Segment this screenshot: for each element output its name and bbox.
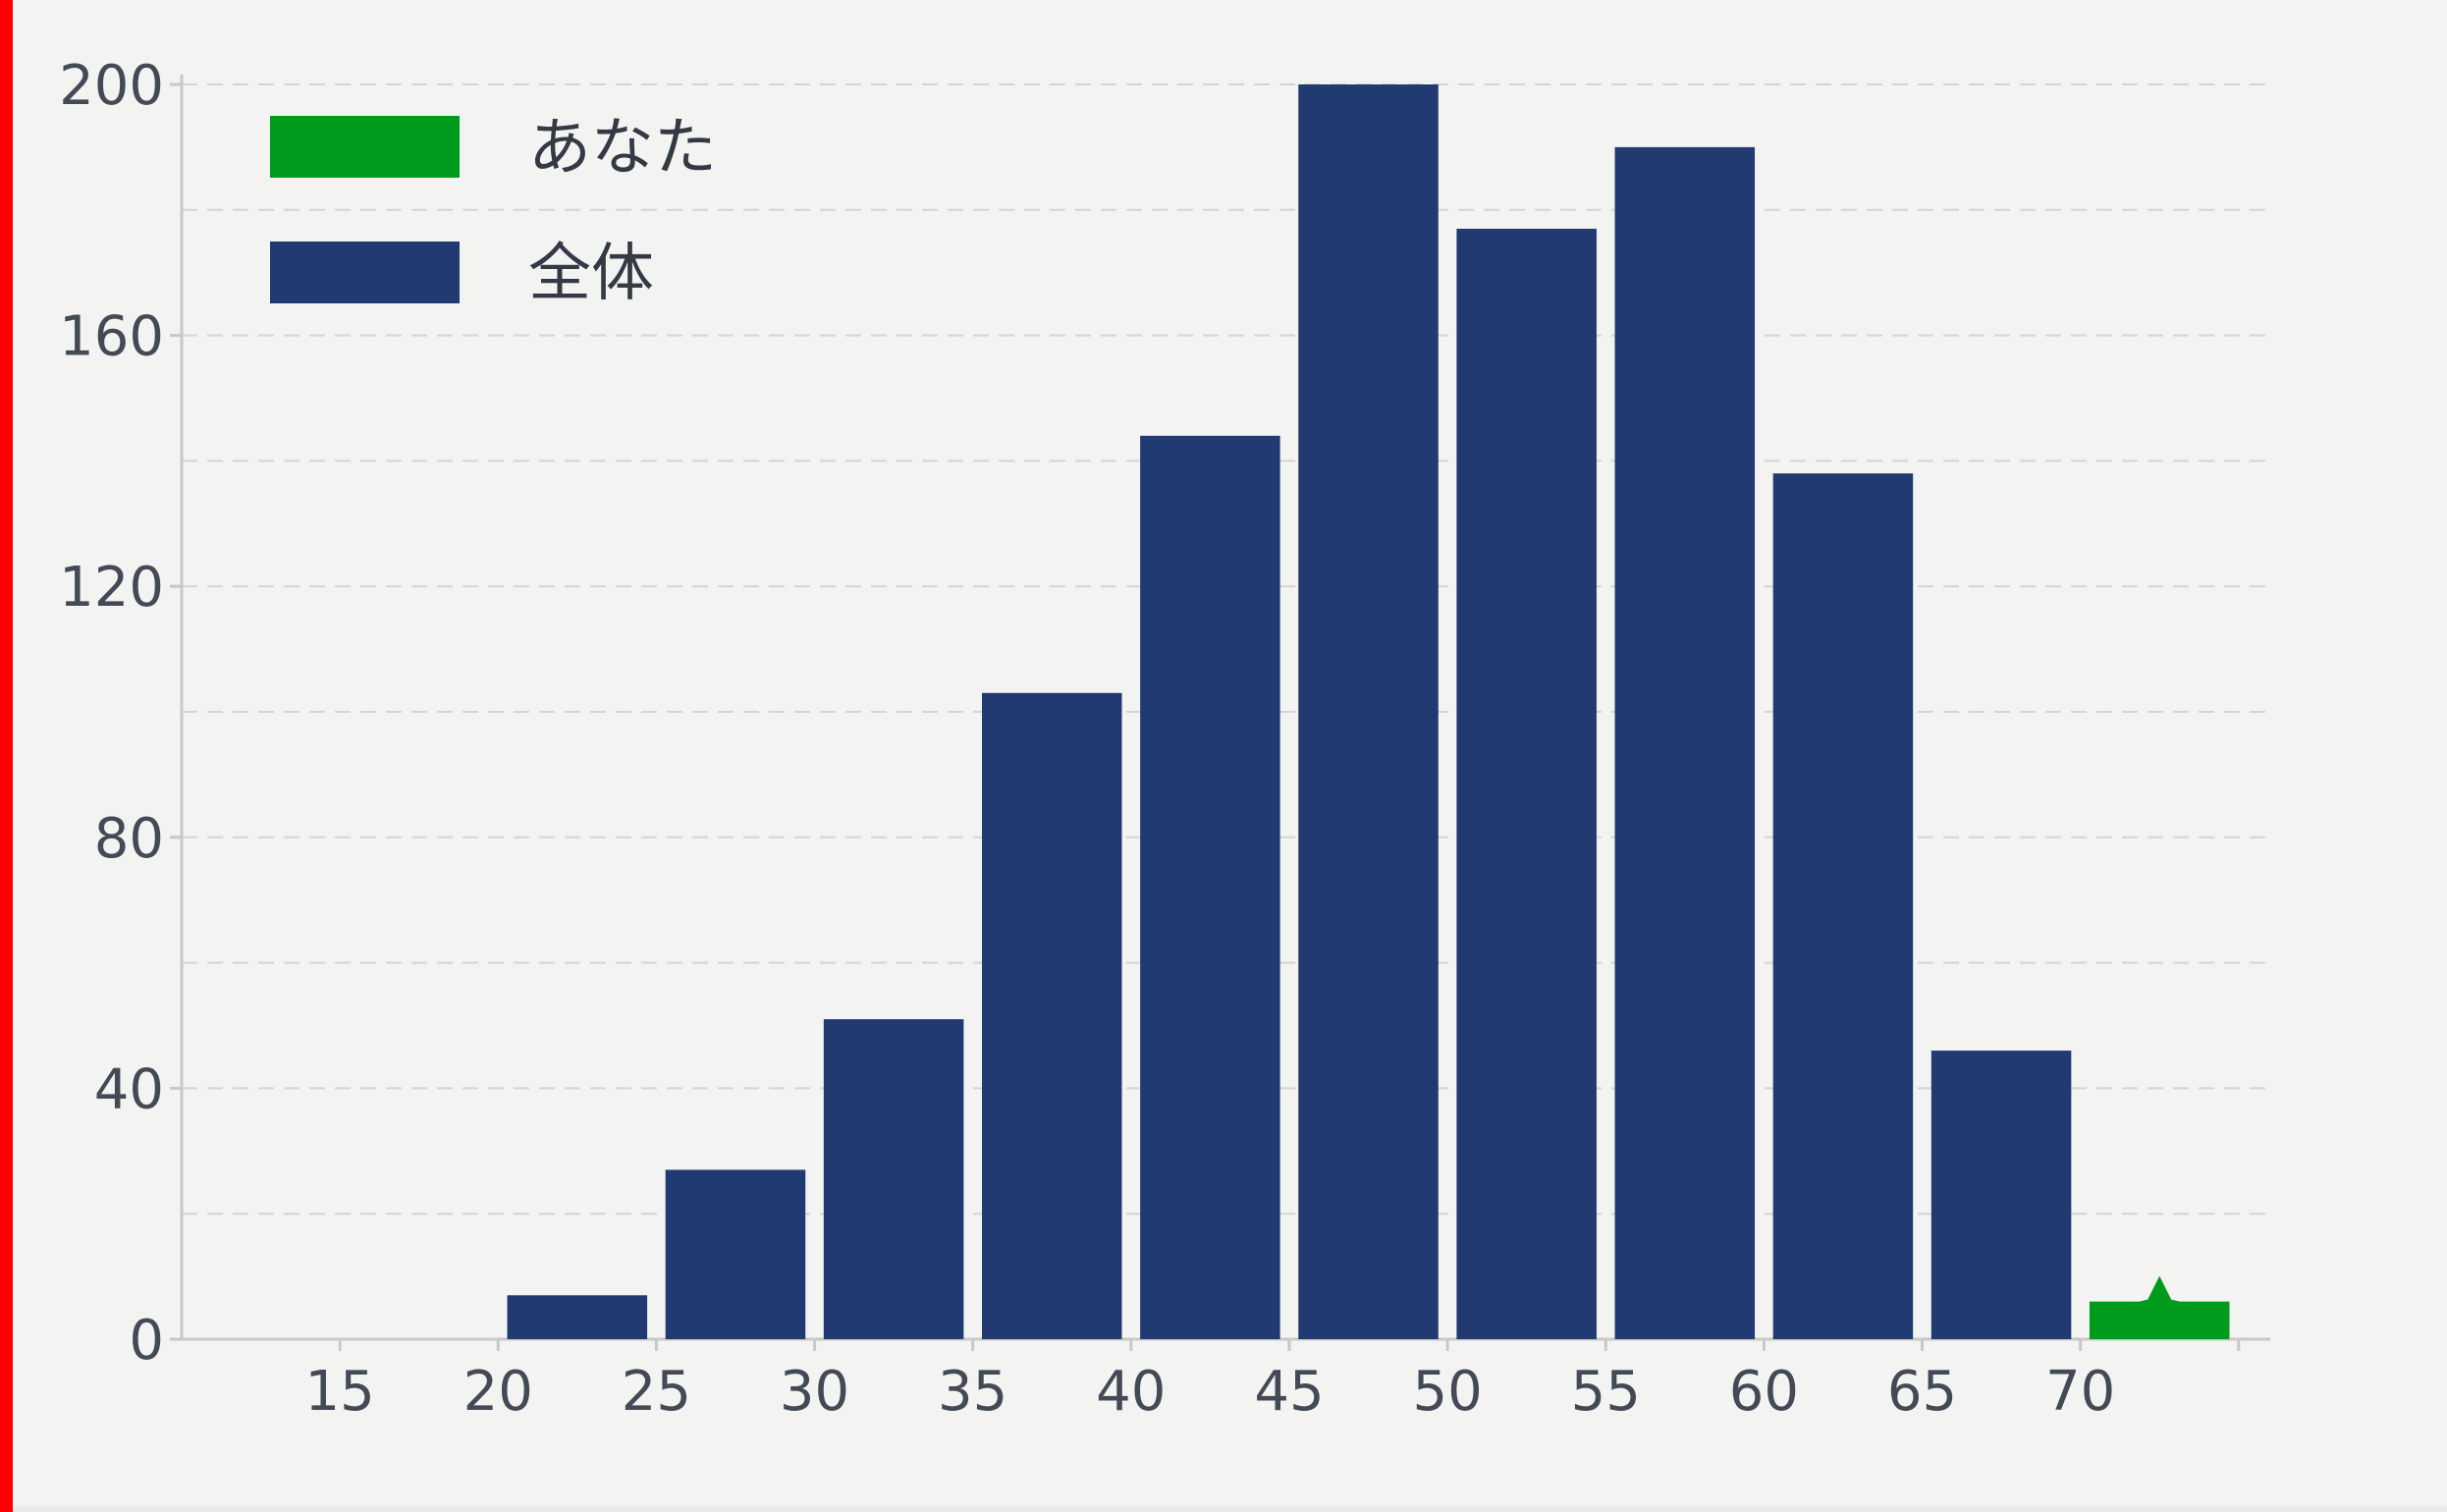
bar-all [1456,228,1597,1340]
x-tick-label: 65 [1887,1360,1957,1424]
x-tick-label: 35 [938,1360,1007,1424]
legend-label-all: 全体 [528,238,654,310]
x-tick-label: 20 [463,1360,533,1424]
bottom-border [13,1506,2447,1512]
bar-all [981,692,1122,1339]
bar-you [2089,1301,2230,1339]
y-tick-label: 80 [94,807,164,871]
y-axis-ticks: 0 40 80 120 160 200 [59,54,182,1373]
bars [507,84,2230,1340]
x-tick-label: 70 [2045,1360,2115,1424]
x-tick-label: 15 [305,1360,375,1424]
legend-swatch-all [270,242,460,303]
you-star-icon [2122,1275,2198,1306]
grid-lines [182,83,2270,1215]
legend-label-you: あなた [528,112,717,185]
bar-all [1930,1051,2072,1339]
x-tick-label: 25 [622,1360,691,1424]
bar-all [823,1019,964,1339]
legend: あなた 全体 [270,112,717,310]
bar-all [507,1295,648,1339]
y-tick-label: 0 [129,1309,164,1373]
left-accent-bar [0,0,13,1512]
legend-swatch-you [270,116,460,178]
x-tick-label: 60 [1729,1360,1799,1424]
y-tick-label: 160 [59,305,164,369]
bar-all [1614,146,1756,1339]
x-tick-label: 50 [1412,1360,1482,1424]
y-tick-label: 200 [59,54,164,118]
x-tick-label: 40 [1096,1360,1166,1424]
bar-all [1298,84,1439,1339]
y-tick-label: 40 [94,1057,164,1121]
x-tick-label: 45 [1254,1360,1324,1424]
y-tick-label: 120 [59,556,164,620]
bar-all [1140,435,1280,1340]
bar-all [1772,473,1914,1339]
x-axis-ticks: 15 20 25 30 35 40 45 50 55 60 65 70 [305,1339,2241,1424]
x-tick-label: 30 [780,1360,849,1424]
x-tick-label: 55 [1571,1360,1641,1424]
bar-all [665,1169,806,1339]
